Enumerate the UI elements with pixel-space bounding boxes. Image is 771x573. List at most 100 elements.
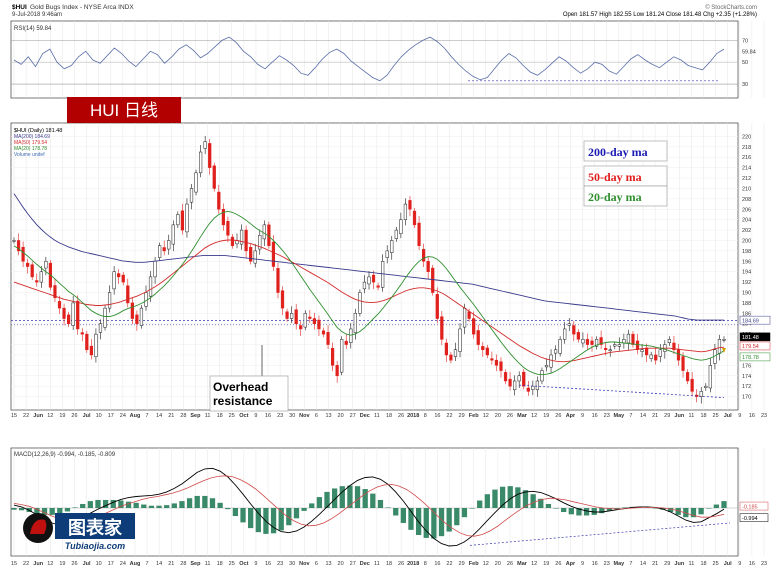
macd-histogram-bar xyxy=(583,508,590,516)
price-candle xyxy=(412,210,417,226)
price-candle xyxy=(426,261,430,272)
price-candle xyxy=(167,240,171,250)
header-date: 9-Jul-2018 9:46am xyxy=(12,12,62,18)
title-label: HUI 日线 xyxy=(90,101,158,120)
price-candle xyxy=(613,344,617,347)
x-tick-label: 26 xyxy=(507,413,513,419)
price-candle xyxy=(585,339,590,345)
price-candle xyxy=(271,241,276,267)
price-candle xyxy=(176,214,180,226)
x-tick-label: 6 xyxy=(315,561,318,567)
logo: 图表家 Tubiaojia.com xyxy=(23,513,135,551)
x-tick-label: 7 xyxy=(146,413,149,419)
macd-histogram-bar xyxy=(270,508,277,534)
x-tick-label: 18 xyxy=(217,413,223,419)
macd-histogram-bar xyxy=(622,507,628,508)
x-tick-label: 9 xyxy=(581,561,584,567)
price-candle xyxy=(249,246,253,262)
price-tick-label: 212 xyxy=(742,176,751,182)
price-candle xyxy=(26,262,30,267)
macd-layer xyxy=(11,467,731,547)
price-tick-label: 218 xyxy=(742,145,751,151)
macd-histogram-bar xyxy=(614,508,620,510)
price-candle xyxy=(217,191,221,210)
price-candle xyxy=(645,347,649,356)
x-tick-label: 16 xyxy=(434,561,440,567)
macd-histogram-bar xyxy=(553,508,559,509)
x-tick-label: Sep xyxy=(190,561,201,567)
price-candle xyxy=(103,307,107,328)
price-candle xyxy=(676,349,681,361)
macd-histogram-bar xyxy=(438,508,445,537)
price-candle xyxy=(280,290,285,309)
macd-histogram-bar xyxy=(118,500,124,508)
price-candle xyxy=(203,141,207,149)
price-candle xyxy=(563,328,567,340)
macd-histogram-bar xyxy=(484,494,490,508)
x-tick-label: 17 xyxy=(108,561,114,567)
macd-histogram-bar xyxy=(164,505,170,508)
price-candle xyxy=(622,339,626,343)
macd-histogram-bar xyxy=(461,508,468,518)
x-tick-label: Apr xyxy=(566,413,576,419)
logo-url: Tubiaojia.com xyxy=(65,541,125,551)
macd-histogram-bar xyxy=(568,508,574,515)
x-tick-label: 19 xyxy=(59,561,65,567)
price-candle xyxy=(89,345,93,356)
x-tick-label: 24 xyxy=(120,413,126,419)
price-candle xyxy=(53,285,57,298)
price-candle xyxy=(481,346,485,351)
macd-histogram-bar xyxy=(545,503,552,508)
price-candle xyxy=(212,165,216,189)
x-tick-label: 14 xyxy=(156,561,162,567)
price-last-value-label: 179.54 xyxy=(742,344,759,350)
price-candle xyxy=(276,268,280,293)
macd-histogram-bar xyxy=(110,499,116,508)
ma50-label: 50-day ma xyxy=(588,170,642,184)
macd-histogram-bar xyxy=(469,508,475,509)
x-tick-label: 2018 xyxy=(407,413,419,419)
x-tick-label: 16 xyxy=(265,561,271,567)
price-candle xyxy=(667,339,671,343)
price-candle xyxy=(107,292,112,309)
price-candle xyxy=(403,203,408,220)
price-candle xyxy=(708,365,712,389)
rsi-line xyxy=(13,36,725,82)
price-candle xyxy=(94,333,98,358)
ma200-label-box xyxy=(583,140,668,162)
x-tick-label: 19 xyxy=(543,413,549,419)
price-candle xyxy=(221,209,225,226)
x-tick-label: Jun xyxy=(674,561,684,567)
x-tick-label: 13 xyxy=(325,413,331,419)
price-candle xyxy=(358,292,362,314)
price-candle xyxy=(503,372,508,382)
rsi-tick-label: 70 xyxy=(742,38,748,44)
price-tick-label: 214 xyxy=(742,166,751,172)
macd-histogram-bar xyxy=(301,508,307,511)
price-candle xyxy=(553,349,558,354)
x-tick-label: 16 xyxy=(749,561,755,567)
price-candle xyxy=(148,276,153,297)
price-candle xyxy=(362,281,367,290)
price-last-value-label: 184.69 xyxy=(742,318,759,324)
x-tick-label: 11 xyxy=(374,561,380,567)
x-tick-label: Nov xyxy=(299,413,310,419)
x-tick-label: 19 xyxy=(543,561,549,567)
price-candle xyxy=(294,309,298,324)
x-tick-label: 18 xyxy=(700,561,706,567)
macd-histogram-bar xyxy=(499,486,506,508)
price-candle xyxy=(162,247,166,252)
x-tick-label: Jun xyxy=(33,413,43,419)
price-candle xyxy=(654,354,658,361)
price-candle xyxy=(453,349,458,357)
x-tick-label: 22 xyxy=(446,413,452,419)
x-tick-label: 25 xyxy=(229,561,235,567)
price-tick-label: 216 xyxy=(742,155,751,161)
price-candle xyxy=(631,333,635,345)
macd-histogram-bar xyxy=(34,508,40,514)
price-candle xyxy=(285,311,289,319)
header-symbol: $HUI xyxy=(12,4,27,11)
price-candle xyxy=(208,143,212,168)
macd-histogram-bar xyxy=(225,508,231,510)
